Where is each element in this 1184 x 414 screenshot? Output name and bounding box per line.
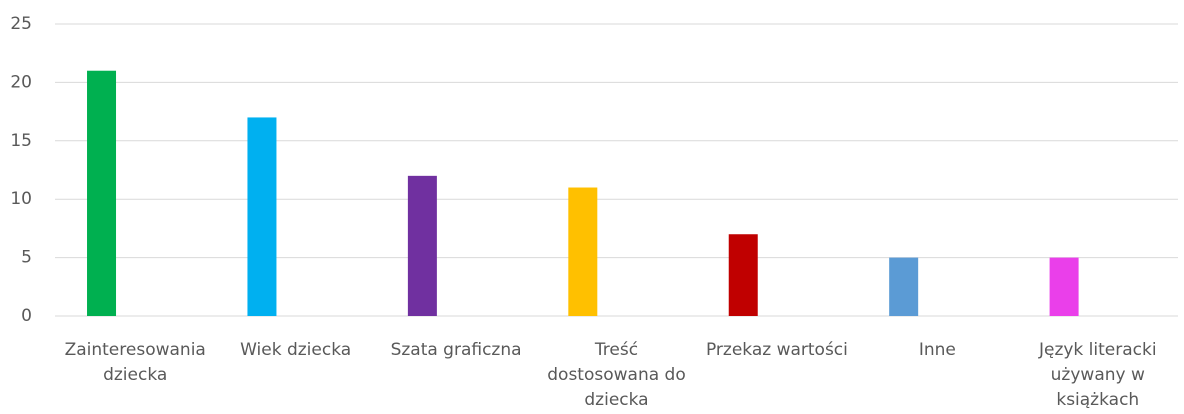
x-tick-label: Język literacki używany w książkach — [1038, 340, 1157, 410]
x-tick-label: Wiek dziecka — [240, 340, 351, 360]
x-tick-label: Szata graficzna — [391, 340, 522, 360]
x-tick-label: Zainteresowania dziecka — [65, 340, 206, 385]
bar — [728, 234, 758, 316]
bar — [87, 70, 117, 316]
bar — [407, 175, 437, 316]
bar — [1049, 257, 1079, 316]
x-tick-label: Inne — [919, 340, 956, 360]
y-tick-label: 25 — [10, 14, 32, 34]
bar — [889, 257, 919, 316]
x-tick-label: Przekaz wartości — [706, 340, 848, 360]
y-tick-label: 15 — [10, 131, 32, 151]
x-tick-label: Treść dostosowana do dziecka — [547, 340, 685, 410]
bar — [247, 117, 277, 316]
y-tick-label: 10 — [10, 189, 32, 209]
y-tick-label: 0 — [21, 306, 32, 326]
y-tick-label: 20 — [10, 72, 32, 92]
bar — [568, 187, 598, 316]
y-tick-label: 5 — [21, 248, 32, 268]
